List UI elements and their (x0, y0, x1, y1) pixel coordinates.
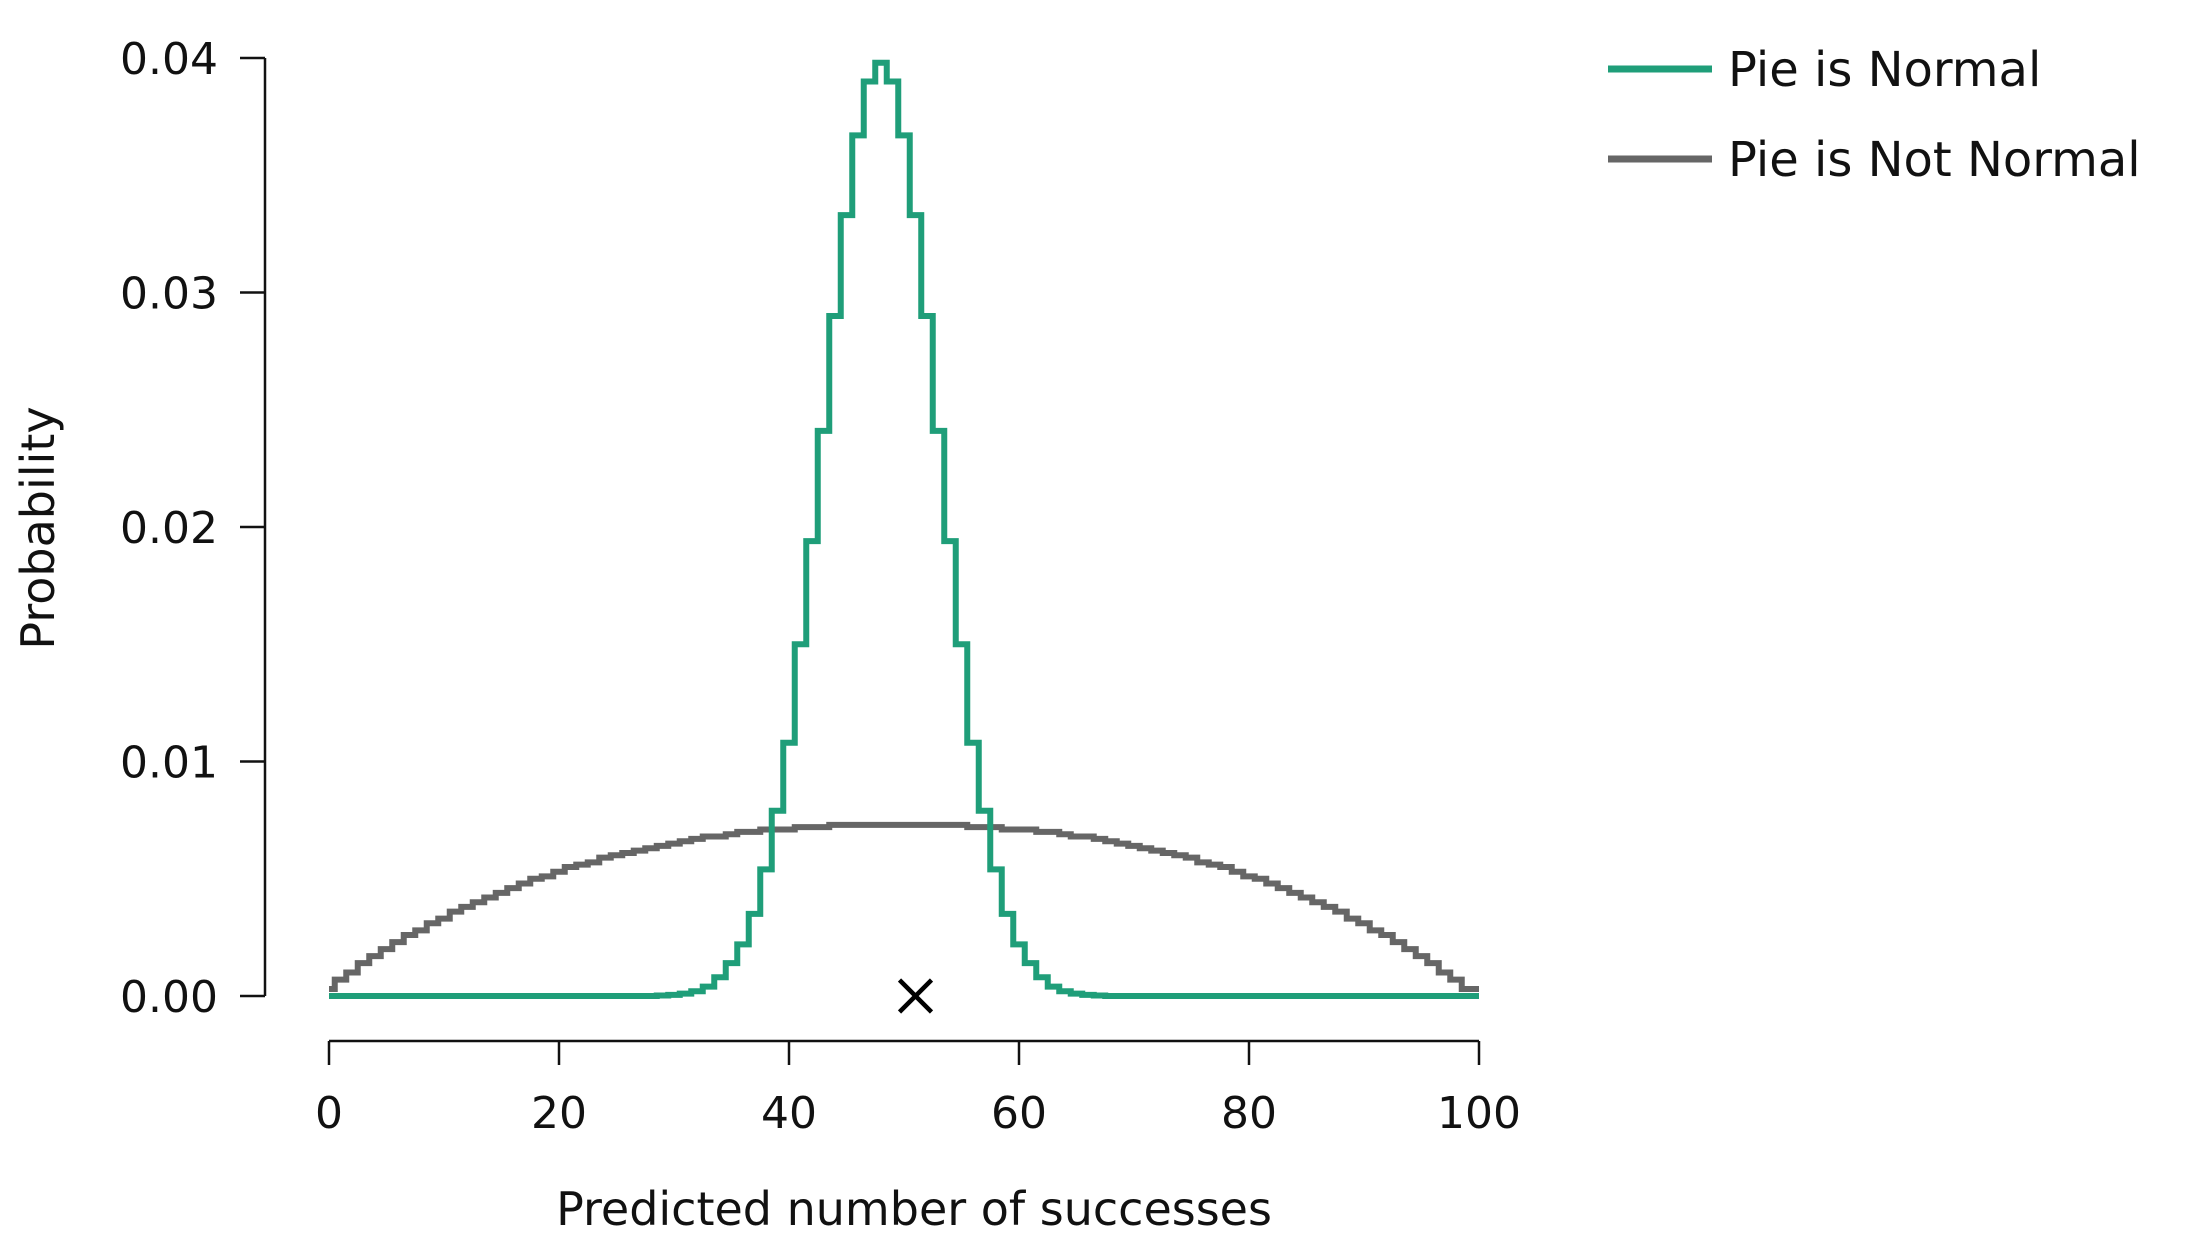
x-tick-label: 0 (315, 1088, 343, 1139)
x-axis: 0 20 40 60 80 100 (315, 1039, 1521, 1139)
y-tick-label: 0.01 (120, 738, 218, 789)
legend-label-pie-normal: Pie is Normal (1728, 42, 2041, 98)
x-axis-title: Predicted number of successes (556, 1182, 1272, 1236)
x-tick-label: 60 (991, 1088, 1047, 1139)
y-axis: 0.00 0.01 0.02 0.03 0.04 (120, 34, 267, 1023)
x-tick-label: 40 (761, 1088, 817, 1139)
y-tick-label: 0.02 (120, 503, 218, 554)
legend: Pie is Normal Pie is Not Normal (1608, 42, 2141, 188)
y-tick-label: 0.04 (120, 34, 218, 85)
y-tick-label: 0.00 (120, 972, 218, 1023)
y-axis-title: Probability (11, 406, 65, 649)
x-tick-label: 100 (1437, 1088, 1521, 1139)
x-tick-label: 80 (1221, 1088, 1277, 1139)
annotation-layer (897, 978, 934, 1014)
legend-label-pie-not-normal: Pie is Not Normal (1728, 132, 2141, 188)
x-tick-label: 20 (531, 1088, 587, 1139)
observed-value-marker (897, 978, 934, 1014)
series-layer (329, 59, 1479, 999)
y-tick-label: 0.03 (120, 269, 218, 320)
series-pie-not-normal (329, 821, 1479, 992)
series-pie-normal (329, 59, 1479, 999)
